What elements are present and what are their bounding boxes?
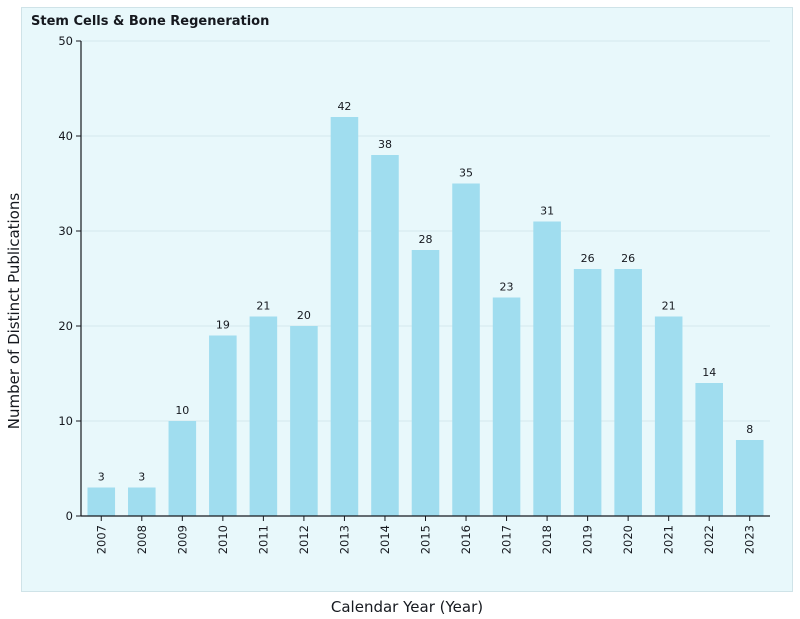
x-tick-label-2018: 2018	[540, 525, 554, 554]
x-tick-label-2014: 2014	[378, 525, 392, 554]
x-tick-label-2011: 2011	[256, 525, 270, 554]
data-label-2022: 14	[702, 366, 716, 379]
x-tick-label-2010: 2010	[216, 525, 230, 554]
x-tick-label-2016: 2016	[459, 525, 473, 554]
bar-2011	[249, 316, 278, 516]
bar-2015	[411, 250, 440, 516]
bar-2014	[371, 155, 399, 516]
bar-2020	[614, 269, 642, 516]
x-tick-label-2020: 2020	[621, 525, 635, 554]
x-tick-label-2009: 2009	[175, 525, 189, 554]
bar-2016	[452, 183, 480, 516]
data-label-2019: 26	[581, 252, 595, 265]
data-label-2009: 10	[175, 404, 189, 417]
bar-2009	[168, 421, 197, 516]
bar-2013	[330, 117, 359, 516]
data-label-2023: 8	[746, 423, 753, 436]
data-label-2007: 3	[98, 471, 105, 484]
y-tick-label: 10	[58, 414, 73, 428]
bar-2022	[695, 383, 723, 516]
y-tick-label: 40	[58, 129, 73, 143]
x-axis-title: Calendar Year (Year)	[330, 598, 484, 616]
labels: 0 10 20 30 40 50 3 2007 3 2008 10 2009 19 2010 21 2011 2…	[58, 34, 756, 554]
data-label-2011: 21	[256, 300, 270, 313]
x-tick-label-2019: 2019	[581, 525, 595, 554]
bar-2021	[654, 316, 683, 516]
y-tick-label: 30	[58, 224, 73, 238]
data-label-2010: 19	[216, 319, 230, 332]
bar-2010	[209, 335, 237, 516]
bar-2018	[533, 221, 561, 516]
x-tick-label-2013: 2013	[337, 525, 351, 554]
bar-2019	[573, 269, 602, 516]
bar-2007	[87, 487, 116, 516]
data-label-2018: 31	[540, 205, 554, 218]
data-label-2008: 3	[138, 471, 145, 484]
axes	[76, 40, 770, 521]
x-tick-label-2017: 2017	[500, 525, 514, 554]
data-label-2021: 21	[662, 300, 676, 313]
bar-2008	[128, 487, 156, 516]
x-tick-label-2022: 2022	[702, 525, 716, 554]
y-tick-label: 50	[58, 34, 73, 48]
data-label-2016: 35	[459, 167, 473, 180]
x-tick-label-2015: 2015	[419, 525, 433, 554]
data-label-2014: 38	[378, 138, 392, 151]
x-tick-label-2012: 2012	[297, 525, 311, 554]
x-tick-label-2008: 2008	[135, 525, 149, 554]
chart-title: Stem Cells & Bone Regeneration	[31, 14, 270, 29]
data-label-2012: 20	[297, 309, 311, 322]
x-tick-label-2021: 2021	[662, 525, 676, 554]
x-tick-label-2023: 2023	[743, 525, 757, 554]
bar-2017	[492, 297, 521, 516]
data-label-2020: 26	[621, 252, 635, 265]
data-label-2017: 23	[500, 281, 514, 294]
y-tick-label: 0	[66, 509, 73, 523]
bars	[87, 117, 764, 516]
bar-2023	[735, 440, 764, 516]
y-tick-label: 20	[58, 319, 73, 333]
bar-2012	[290, 326, 318, 516]
data-label-2015: 28	[419, 233, 433, 246]
x-tick-label-2007: 2007	[94, 525, 108, 554]
data-label-2013: 42	[337, 100, 351, 113]
